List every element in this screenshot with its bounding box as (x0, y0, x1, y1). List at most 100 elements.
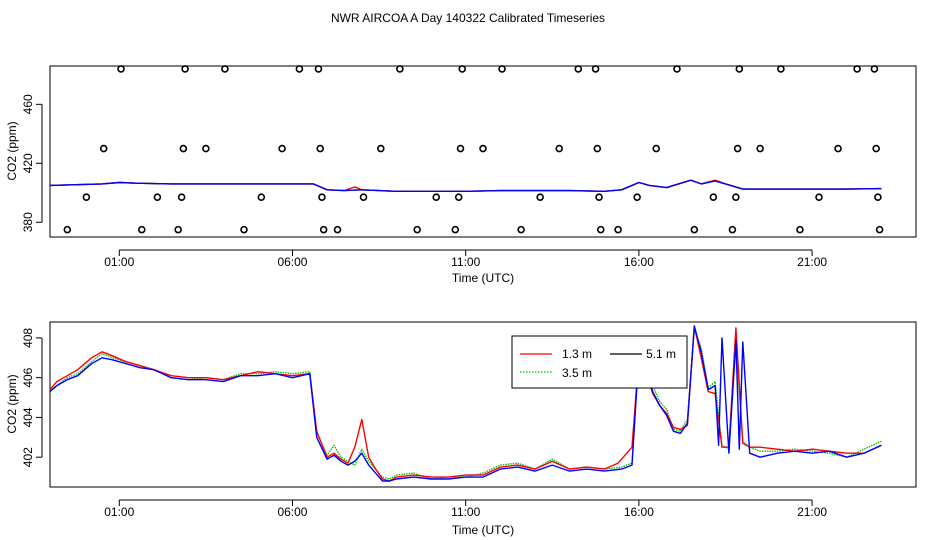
top-y-tick-label: 380 (21, 212, 35, 232)
top-y-axis-label: CO2 (ppm) (5, 121, 19, 180)
flag-circle (732, 193, 740, 201)
bottom-series-red (49, 325, 882, 482)
top-y-tick-label: 420 (21, 153, 35, 173)
bottom-lines (49, 325, 882, 482)
bottom-y-axis-label: CO2 (ppm) (5, 374, 19, 433)
flag-circle (796, 225, 804, 234)
flag-circle (874, 193, 882, 201)
legend: 1.3 m 5.1 m 3.5 m (511, 335, 688, 389)
legend-label-3-5m: 3.5 m (562, 366, 592, 380)
flag-circle (536, 193, 544, 201)
legend-label-5-1m: 5.1 m (646, 347, 676, 361)
bottom-y-tick-label: 408 (21, 328, 35, 348)
flag-circle (432, 193, 441, 201)
bottom-y-tick-label: 404 (21, 407, 35, 427)
flag-circle (875, 225, 884, 234)
flag-circle (179, 144, 188, 153)
flag-circle (377, 144, 385, 153)
legend-label-1-3m: 1.3 m (562, 347, 592, 361)
top-lines (49, 179, 882, 193)
top-x-axis-label: Time (UTC) (452, 271, 514, 285)
flag-circle (359, 193, 368, 201)
top-x-axis: 01:00 06:00 11:00 16:00 21:00 (104, 249, 827, 269)
flag-circle (777, 65, 785, 73)
bottom-x-tick-label: 01:00 (104, 505, 134, 519)
flag-circle (633, 193, 641, 201)
flag-circle (614, 225, 622, 234)
flag-circle (316, 144, 324, 153)
top-panel: 01:00 06:00 11:00 16:00 21:00 380 420 460 Time… (5, 65, 917, 285)
flag-circle (63, 225, 72, 234)
flag-circle (709, 193, 718, 201)
bottom-series-green (49, 329, 882, 480)
flag-circle (479, 144, 487, 153)
top-x-tick-label: 16:00 (624, 255, 654, 269)
bottom-panel: 01:00 06:00 11:00 16:00 21:00 402 404 406 408 T… (5, 321, 917, 537)
flag-circle (221, 65, 229, 73)
flag-circle (593, 144, 602, 153)
flag-circle (117, 65, 125, 73)
flag-circle (413, 225, 421, 234)
bottom-plot-frame (49, 321, 917, 488)
top-x-tick-label: 01:00 (104, 255, 134, 269)
top-plot-frame (49, 65, 917, 238)
bottom-x-tick-label: 16:00 (624, 505, 654, 519)
flag-circle (456, 144, 465, 153)
legend-box (511, 335, 688, 389)
flag-circle (872, 144, 880, 153)
flag-circle (181, 65, 189, 73)
flag-circle (318, 193, 326, 201)
flag-circle (728, 225, 737, 234)
flag-circle (451, 225, 460, 234)
flag-circle (82, 193, 91, 201)
flag-circle (458, 65, 467, 73)
top-y-tick-label: 460 (21, 94, 35, 114)
top-x-tick-label: 21:00 (797, 255, 827, 269)
flag-circle (853, 65, 861, 73)
top-y-axis: 380 420 460 (21, 94, 43, 232)
flag-circle (870, 65, 879, 73)
flag-circle (396, 65, 404, 73)
flag-circle (257, 193, 266, 201)
flag-circle (174, 225, 182, 234)
flag-circle (652, 144, 661, 153)
bottom-y-tick-label: 402 (21, 447, 35, 467)
top-x-tick-label: 11:00 (451, 255, 480, 269)
top-series-blue (49, 179, 882, 193)
flag-circle (240, 225, 248, 234)
flag-circle (319, 225, 328, 234)
bottom-series-blue (49, 325, 882, 482)
bottom-x-tick-label: 11:00 (451, 505, 480, 519)
flag-circle (333, 225, 342, 234)
flag-circle (498, 65, 506, 73)
flag-circle (202, 144, 210, 153)
top-circles (63, 65, 884, 234)
flag-circle (137, 225, 146, 234)
flag-circle (595, 193, 603, 201)
flag-circle (278, 144, 286, 153)
flag-circle (733, 144, 742, 153)
figure-title: NWR AIRCOA A Day 140322 Calibrated Times… (331, 11, 605, 25)
bottom-x-tick-label: 21:00 (797, 505, 827, 519)
flag-circle (815, 193, 823, 201)
flag-circle (295, 65, 304, 73)
flag-circle (99, 144, 108, 153)
flag-circle (735, 65, 744, 73)
flag-circle (517, 225, 525, 234)
flag-circle (555, 144, 564, 153)
top-x-tick-label: 06:00 (277, 255, 307, 269)
flag-circle (454, 193, 463, 201)
flag-circle (690, 225, 699, 234)
flag-circle (153, 193, 162, 201)
flag-circle (756, 144, 764, 153)
bottom-y-tick-label: 406 (21, 367, 35, 387)
bottom-y-axis: 402 404 406 408 (21, 328, 43, 467)
bottom-x-tick-label: 06:00 (277, 505, 307, 519)
flag-circle (591, 65, 600, 73)
bottom-x-axis: 01:00 06:00 11:00 16:00 21:00 (104, 499, 827, 519)
flag-circle (314, 65, 323, 73)
flag-circle (574, 65, 583, 73)
flag-circle (673, 65, 681, 73)
flag-circle (834, 144, 842, 153)
